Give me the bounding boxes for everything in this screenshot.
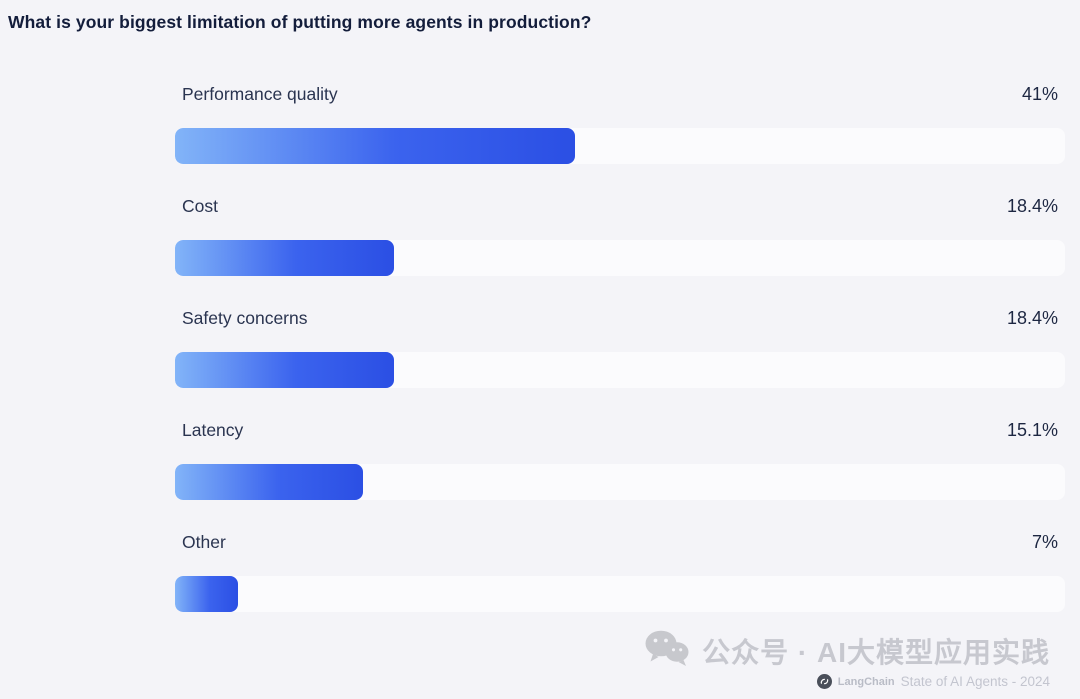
watermark-main: 公众号 · AI大模型应用实践: [644, 629, 1050, 672]
wechat-icon: [644, 629, 690, 672]
bar-label: Other: [182, 532, 226, 552]
watermark-text: 公众号 · AI大模型应用实践: [702, 636, 1050, 668]
chart-row: Latency 15.1%: [175, 420, 1065, 500]
bar-label: Latency: [182, 420, 244, 440]
bar-track: [175, 576, 1065, 612]
bar-track: [175, 352, 1065, 388]
chart-row: Other 7%: [175, 532, 1065, 612]
footer-brand: LangChain: [837, 675, 895, 688]
bar-label: Safety concerns: [182, 308, 308, 328]
bar-label: Performance quality: [182, 84, 338, 104]
bar-value: 41%: [1021, 84, 1058, 104]
row-head: Safety concerns 18.4%: [175, 308, 1065, 334]
bar-fill: [175, 352, 394, 388]
footer-text: State of AI Agents - 2024: [900, 674, 1050, 689]
watermark: 公众号 · AI大模型应用实践 LangChain State of AI Ag…: [644, 629, 1050, 689]
bar-fill: [175, 464, 363, 500]
row-head: Other 7%: [175, 532, 1065, 558]
bar-value: 18.4%: [1006, 196, 1058, 216]
bar-value: 18.4%: [1006, 308, 1058, 328]
row-head: Cost 18.4%: [175, 196, 1065, 222]
bar-value: 15.1%: [1006, 420, 1058, 440]
row-head: Performance quality 41%: [175, 84, 1065, 110]
bar-label: Cost: [182, 196, 218, 216]
bar-track: [175, 128, 1065, 164]
bar-fill: [175, 240, 394, 276]
bar-fill: [175, 128, 575, 164]
row-head: Latency 15.1%: [175, 420, 1065, 446]
bar-track: [175, 240, 1065, 276]
bar-value: 7%: [1031, 532, 1058, 552]
bar-track: [175, 464, 1065, 500]
footer: LangChain State of AI Agents - 2024: [816, 674, 1050, 689]
chart-row: Safety concerns 18.4%: [175, 308, 1065, 388]
bar-chart: Performance quality 41% Cost 18.4% Safet…: [175, 84, 1065, 644]
chart-title: What is your biggest limitation of putti…: [8, 12, 592, 32]
langchain-logo-icon: [816, 674, 832, 689]
bar-fill: [175, 576, 239, 612]
chart-row: Cost 18.4%: [175, 196, 1065, 276]
chart-row: Performance quality 41%: [175, 84, 1065, 164]
